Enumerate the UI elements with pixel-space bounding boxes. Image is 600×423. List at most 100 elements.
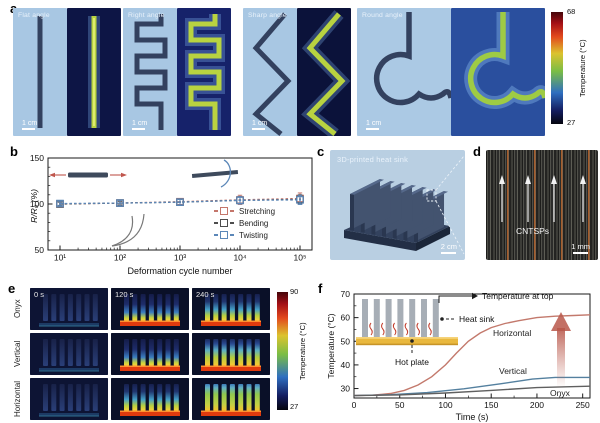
- svg-text:200: 200: [530, 400, 544, 410]
- thermal-sharp-angle: [297, 8, 351, 136]
- shape-label: Sharp angle: [248, 12, 287, 19]
- resistance-cycle-chart: 150 100 50 10¹ 10² 10³ 10⁴ 10⁵ Deformation cycl…: [29, 153, 313, 276]
- panel-a-group-sharp: Sharp angle 1 cm: [243, 8, 351, 136]
- thermal-image-horizontal-0s: [30, 378, 108, 420]
- panel-b-label: b: [10, 144, 18, 159]
- time-label: 240 s: [196, 290, 215, 299]
- colorbar-e: [277, 292, 288, 410]
- curve-label-horizontal: Horizontal: [493, 328, 531, 338]
- stretching-inset: [49, 172, 127, 178]
- curve-label-onyx: Onyx: [550, 388, 571, 398]
- arrow-head: [472, 292, 478, 300]
- legend-item-bending: Bending: [212, 217, 275, 229]
- svg-text:100: 100: [438, 400, 452, 410]
- thermal-image-onyx-0s: 0 s: [30, 288, 108, 330]
- scale-bar-1cm: 1 cm: [132, 120, 147, 130]
- bending-inset: [111, 213, 145, 247]
- row-label-onyx: Onyx: [13, 299, 22, 319]
- panel-c-label: c: [317, 144, 325, 159]
- b-x-axis-label: Deformation cycle number: [127, 266, 232, 276]
- thermal-image-vertical-120s: [111, 333, 189, 375]
- panel-f-label: f: [318, 281, 323, 296]
- sharp-pattern: [252, 12, 292, 136]
- photo-right-angle: Right angle 1 cm: [123, 8, 177, 136]
- cntsp-annotation: CNTSPs: [516, 226, 550, 236]
- photo-round-angle: Round angle 1 cm: [357, 8, 451, 136]
- svg-text:10¹: 10¹: [54, 253, 66, 263]
- colorbar-e-max: 90: [290, 287, 299, 296]
- thermal-image-vertical-0s: [30, 333, 108, 375]
- heat-sink-photo: 3D-printed heat sink 2 cm: [330, 150, 465, 260]
- heat-waves: [369, 322, 432, 336]
- photo-sharp-angle: Sharp angle 1 cm: [243, 8, 297, 136]
- twisting-inset: [191, 159, 239, 188]
- svg-text:10²: 10²: [114, 253, 126, 263]
- colorbar-e-min: 27: [290, 402, 299, 411]
- curve-label-vertical: Vertical: [499, 366, 527, 376]
- svg-text:50: 50: [35, 245, 45, 255]
- svg-text:50: 50: [341, 336, 351, 346]
- row-label-vertical: Vertical: [13, 340, 22, 368]
- time-label: 0 s: [34, 290, 45, 299]
- svg-text:150: 150: [30, 153, 44, 163]
- colorbar-e-title: Temperature (°C): [298, 322, 307, 380]
- scale-bar-1cm: 1 cm: [366, 120, 381, 130]
- thermal-image-onyx-120s: 120 s: [111, 288, 189, 330]
- svg-text:60: 60: [341, 313, 351, 323]
- scale-bar-1cm: 1 cm: [252, 120, 267, 130]
- thermal-right-angle: [177, 8, 231, 136]
- annotation-temperature-at-top: Temperature at top: [482, 291, 554, 301]
- panel-a-group-flat: Flat angle 1 cm: [13, 8, 121, 136]
- colorbar-a-title: Temperature (°C): [578, 39, 587, 97]
- thermal-image-horizontal-240s: [192, 378, 270, 420]
- photo-c-title: 3D-printed heat sink: [337, 155, 409, 164]
- row-label-horizontal: Horizontal: [13, 381, 22, 418]
- rising-temperature-arrow: [557, 328, 565, 388]
- svg-text:10³: 10³: [174, 253, 186, 263]
- svg-text:10⁴: 10⁴: [233, 253, 246, 263]
- annotation-heat-sink: Heat sink: [459, 314, 495, 324]
- thermal-flat-angle: [67, 8, 121, 136]
- thermal-image-onyx-240s: 240 s: [192, 288, 270, 330]
- round-pattern: [373, 12, 451, 106]
- f-y-axis-label: Temperature (°C): [326, 313, 336, 378]
- legend-item-twisting: Twisting: [212, 229, 275, 241]
- legend-item-stretching: Stretching: [212, 205, 275, 217]
- svg-text:50: 50: [395, 400, 405, 410]
- zoom-region-box: [426, 189, 437, 202]
- b-y-axis-label: R/R₀ (%): [29, 189, 39, 223]
- legend: Stretching Bending Twisting: [212, 205, 275, 241]
- colorbar-a-max: 68: [567, 7, 576, 16]
- shape-label: Flat angle: [18, 12, 50, 19]
- scale-bar-2cm: 2 cm: [441, 243, 457, 254]
- f-x-axis-label: Time (s): [456, 412, 489, 422]
- annotation-hot-plate: Hot plate: [395, 357, 429, 367]
- thermal-image-horizontal-120s: [111, 378, 189, 420]
- svg-text:40: 40: [341, 360, 351, 370]
- svg-text:70: 70: [341, 289, 351, 299]
- alignment-arrows: [499, 175, 586, 222]
- svg-text:100: 100: [30, 199, 44, 209]
- shape-label: Right angle: [128, 12, 165, 19]
- panel-a-group-round: Round angle 1 cm: [357, 8, 545, 136]
- thermal-image-vertical-240s: [192, 333, 270, 375]
- photo-flat-angle: Flat angle 1 cm: [13, 8, 67, 136]
- time-label: 120 s: [115, 290, 134, 299]
- scale-bar-1mm: 1 mm: [571, 243, 590, 254]
- svg-text:250: 250: [576, 400, 590, 410]
- heat-sink-inset: [356, 292, 478, 355]
- panel-d-label: d: [473, 144, 481, 159]
- shape-label: Round angle: [362, 12, 403, 19]
- svg-text:30: 30: [341, 384, 351, 394]
- scale-bar-1cm: 1 cm: [22, 120, 37, 130]
- svg-text:10⁵: 10⁵: [294, 253, 307, 263]
- right-pattern: [134, 14, 168, 130]
- cntsp-micrograph: CNTSPs 1 mm: [486, 150, 598, 260]
- panel-a-group-right: Right angle 1 cm: [123, 8, 231, 136]
- heat-sink-drawing: [344, 155, 465, 255]
- svg-text:150: 150: [484, 400, 498, 410]
- colorbar-a: [551, 12, 563, 124]
- hot-plate-drawing: [356, 337, 458, 345]
